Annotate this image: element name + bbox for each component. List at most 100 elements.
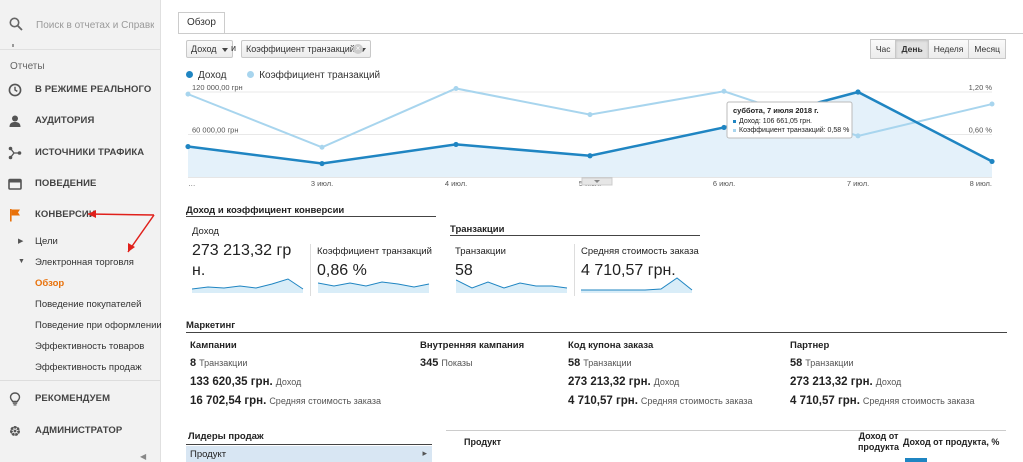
- kpi-label: Средняя стоимость заказа: [581, 246, 699, 257]
- clock-icon: [8, 83, 22, 97]
- legend-label: Доход: [198, 70, 227, 81]
- marketing-column-title: Код купона заказа: [568, 340, 654, 351]
- tooltip-date: суббота, 7 июля 2018 г.: [733, 106, 819, 115]
- close-icon[interactable]: ×: [353, 44, 363, 54]
- sub-item-label: Эффективность продаж: [35, 362, 142, 373]
- primary-metric-select[interactable]: Доход: [186, 40, 233, 58]
- sub-item-overview[interactable]: Обзор: [0, 275, 160, 293]
- kpi-avg-order-value[interactable]: Средняя стоимость заказа 4 710,57 грн.: [581, 246, 706, 281]
- marketing-section-title: Маркетинг: [186, 320, 236, 331]
- kpi-separator: [310, 244, 311, 296]
- nav-item-label: КОНВЕРСИИ: [35, 209, 96, 220]
- revenue-point: [453, 141, 459, 148]
- sub-item-goals[interactable]: ▶ Цели: [0, 233, 160, 251]
- x-tick-label: 4 июл.: [445, 179, 467, 188]
- sub-item-shopping-behavior[interactable]: Поведение покупателей: [0, 296, 160, 314]
- sparkline-revenue: [192, 278, 304, 293]
- y-tick-label-right: 1,20 %: [969, 83, 993, 92]
- section-divider: [186, 444, 432, 445]
- section-divider: [450, 235, 700, 236]
- nav-item-label: ИСТОЧНИКИ ТРАФИКА: [35, 147, 145, 158]
- sub-item-label: Цели: [35, 236, 58, 247]
- sub-item-checkout-behavior[interactable]: Поведение при оформлении: [0, 317, 162, 335]
- sub-item-label: Эффективность товаров: [35, 341, 145, 352]
- column-header-product-revenue[interactable]: Доход от продукта: [858, 431, 899, 453]
- nav-item-behavior[interactable]: ПОВЕДЕНИЕ: [0, 172, 160, 196]
- marketing-order-coupon[interactable]: Код купона заказа 58 Транзакции 273 213,3…: [568, 340, 753, 414]
- metric-label: Средняя стоимость заказа: [640, 396, 753, 406]
- legend-item-revenue[interactable]: Доход: [186, 70, 226, 81]
- revenue-point: [721, 124, 727, 131]
- metric-value: 345: [420, 357, 439, 369]
- y-tick-label-left: 60 000,00 грн: [192, 126, 239, 135]
- marketing-column-title: Партнер: [790, 340, 830, 351]
- tab-overview[interactable]: Обзор: [178, 12, 225, 34]
- kpi-transactions[interactable]: Транзакции 58: [455, 246, 565, 281]
- conversion-rate-point: [989, 101, 995, 107]
- legend-dot: [186, 71, 193, 78]
- collapse-sidebar-icon[interactable]: ◀: [140, 452, 147, 461]
- kpi-value-line2: н.: [192, 262, 206, 279]
- x-tick-label: 7 июл.: [847, 179, 869, 188]
- table-divider: [446, 430, 1006, 431]
- tooltip-swatch: [733, 129, 736, 132]
- column-header-product-revenue-pct[interactable]: Доход от продукта, %: [903, 437, 1000, 447]
- kpi-value: 273 213,32 гр н.: [192, 241, 307, 281]
- conversion-section-title: Доход и коэффициент конверсии: [186, 205, 345, 216]
- conversion-rate-point: [453, 85, 459, 91]
- search-input[interactable]: [36, 17, 154, 33]
- and-label: и: [231, 43, 237, 53]
- nav-item-traffic-sources[interactable]: ИСТОЧНИКИ ТРАФИКА: [0, 141, 160, 165]
- sparkline-conversion-rate: [318, 281, 430, 293]
- collapse-arrow-icon: ▼: [18, 258, 25, 265]
- tooltip-line: Коэффициент транзакций: 0,58 %: [739, 126, 849, 134]
- marketing-affiliate[interactable]: Партнер 58 Транзакции 273 213,32 грн. Дохо…: [790, 340, 975, 414]
- sub-item-product-performance[interactable]: Эффективность товаров: [0, 338, 160, 356]
- nav-item-admin[interactable]: АДМИНИСТРАТОР: [0, 419, 160, 443]
- legend-item-conversion-rate[interactable]: Коэффициент транзакций: [247, 70, 380, 81]
- nav-item-realtime[interactable]: В РЕЖИМЕ РЕАЛЬНОГО: [0, 78, 160, 102]
- conversion-rate-point: [587, 112, 593, 118]
- search-bar: [0, 0, 161, 50]
- top-sellers-product-item[interactable]: Продукт ▸: [186, 446, 432, 462]
- metric-label: Доход: [275, 377, 302, 387]
- revenue-point: [319, 160, 325, 167]
- search-icon[interactable]: [9, 17, 23, 31]
- granularity-week-button[interactable]: Неделя: [927, 39, 970, 59]
- kpi-revenue[interactable]: Доход 273 213,32 гр н.: [192, 226, 307, 281]
- chevron-right-icon: ▸: [422, 448, 427, 458]
- metric-value: 273 213,32 грн.: [568, 376, 651, 388]
- sub-item-sales-performance[interactable]: Эффективность продаж: [0, 359, 160, 377]
- metric-value: 4 710,57 грн.: [568, 395, 638, 407]
- granularity-hour-button[interactable]: Час: [869, 39, 897, 59]
- sub-item-ecommerce[interactable]: ▼ Электронная торговля: [0, 254, 160, 272]
- metric-label: Показы: [441, 358, 473, 368]
- granularity-month-button[interactable]: Месяц: [968, 39, 1006, 59]
- transactions-section-title: Транзакции: [450, 224, 505, 235]
- nav-item-audience[interactable]: АУДИТОРИЯ: [0, 109, 160, 133]
- main-content: Обзор Доход и Коэффициент транзакций × Ч…: [170, 0, 1023, 462]
- person-icon: [9, 115, 21, 127]
- granularity-selector: Час День Неделя Месяц: [869, 39, 1006, 59]
- y-tick-label-left: 120 000,00 грн: [192, 83, 243, 92]
- sidebar-divider: [0, 380, 160, 381]
- metric-label: Транзакции: [805, 358, 854, 368]
- kpi-conversion-rate[interactable]: Коэффициент транзакций 0,86 %: [317, 246, 437, 281]
- nav-item-conversions[interactable]: КОНВЕРСИИ: [0, 203, 160, 227]
- marketing-internal-promotion[interactable]: Внутренняя кампания 345 Показы: [420, 340, 524, 376]
- kpi-separator: [574, 244, 575, 296]
- metric-label: Доход: [653, 377, 680, 387]
- metric-value: 273 213,32 грн.: [790, 376, 873, 388]
- line-chart[interactable]: 120 000,00 грн 60 000,00 грн 1,20 % 0,60 % ……: [170, 80, 1023, 198]
- nav-item-recommended[interactable]: РЕКОМЕНДУЕМ: [0, 387, 160, 411]
- metric-value: 16 702,54 грн.: [190, 395, 267, 407]
- secondary-metric-select[interactable]: Коэффициент транзакций: [241, 40, 371, 58]
- chart-legend: Доход Коэффициент транзакций: [186, 70, 398, 81]
- sub-item-label: Поведение при оформлении: [35, 320, 162, 331]
- granularity-day-button[interactable]: День: [895, 39, 929, 59]
- column-header-product[interactable]: Продукт: [464, 437, 502, 447]
- metric-value: 4 710,57 грн.: [790, 395, 860, 407]
- marketing-campaigns[interactable]: Кампании 8 Транзакции 133 620,35 грн. Дохо…: [190, 340, 381, 414]
- chevron-down-icon: [594, 180, 600, 183]
- metric-value: 8: [190, 357, 197, 369]
